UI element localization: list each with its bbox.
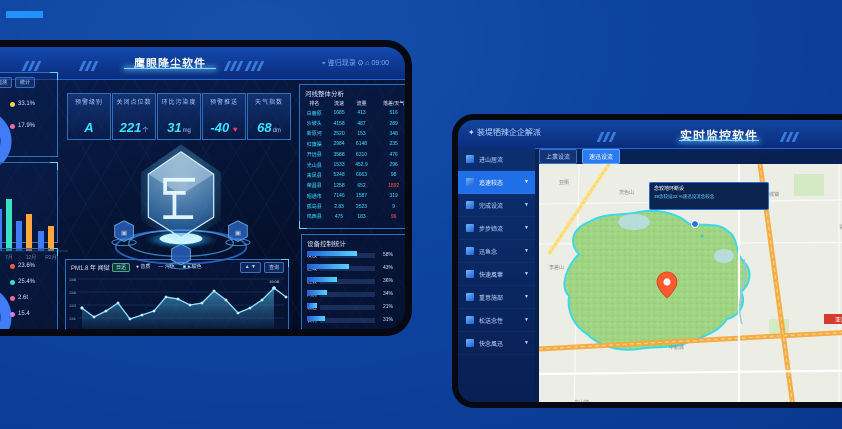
svg-text:亚衝: 亚衝 <box>559 179 569 186</box>
svg-text:▣: ▣ <box>121 230 127 237</box>
svg-text:06:05: 06:05 <box>149 333 160 336</box>
svg-text:10:04: 10:04 <box>197 333 208 336</box>
svg-text:亚府速: 亚府速 <box>835 316 842 324</box>
svg-text:16:08: 16:08 <box>269 333 280 336</box>
svg-text:12:09: 12:09 <box>221 333 232 336</box>
svg-text:02:02: 02:02 <box>101 333 112 336</box>
svg-text:241: 241 <box>69 316 76 321</box>
svg-text:08:0: 08:0 <box>174 333 183 336</box>
svg-text:李差山: 李差山 <box>549 264 564 271</box>
svg-text:19:08: 19:08 <box>269 279 280 284</box>
svg-text:248: 248 <box>69 277 76 282</box>
svg-text:00:01: 00:01 <box>77 333 88 336</box>
svg-text:14:03: 14:03 <box>245 333 256 336</box>
svg-text:龙山镇: 龙山镇 <box>574 399 589 406</box>
svg-text:茨色山: 茨色山 <box>619 189 634 196</box>
svg-text:▣: ▣ <box>235 230 241 237</box>
svg-text:04:04: 04:04 <box>125 333 136 336</box>
svg-text:中航城: 中航城 <box>669 344 684 351</box>
svg-text:0: 0 <box>74 329 77 334</box>
svg-text:243: 243 <box>69 303 76 308</box>
svg-text:246: 246 <box>69 290 76 295</box>
